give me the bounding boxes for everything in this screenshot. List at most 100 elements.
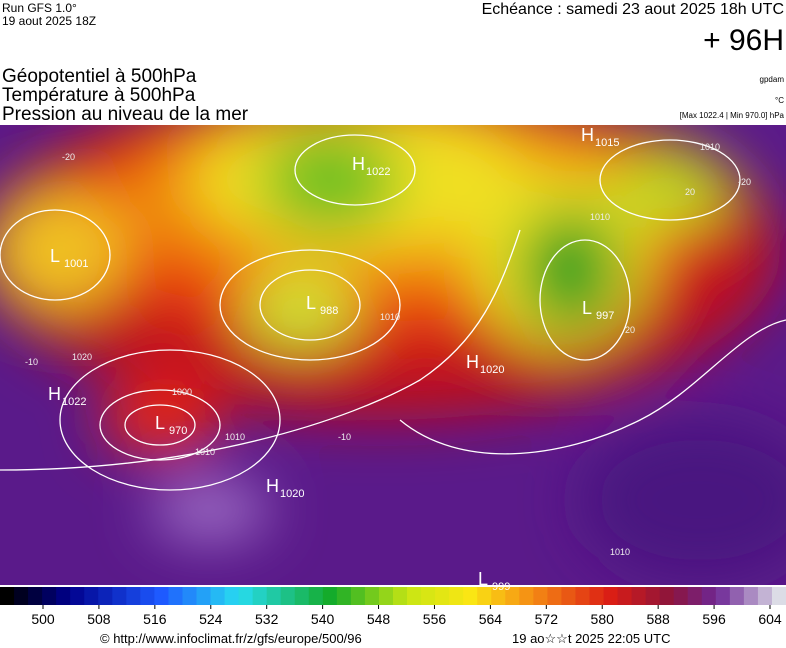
colorbar-swatch <box>238 587 254 605</box>
center-value: 1020 <box>280 488 304 500</box>
colorbar-swatch <box>98 587 113 605</box>
colorbar-swatch <box>505 587 520 605</box>
contour-label: 1010 <box>195 447 215 457</box>
colorbar-swatch <box>266 587 282 605</box>
colorbar-label: 604 <box>758 611 782 627</box>
colorbar-swatch <box>449 587 464 605</box>
center-value: 1020 <box>480 364 504 376</box>
colorbar-swatch <box>112 587 127 605</box>
colorbar-swatch <box>533 587 548 605</box>
colorbar-swatch <box>631 587 647 605</box>
contour-label: 20 <box>625 325 635 335</box>
colorbar-swatch <box>280 587 296 605</box>
colorbar-swatch <box>0 587 15 605</box>
colorbar-swatch <box>701 587 717 605</box>
colorbar-swatch <box>771 587 786 605</box>
colorbar-swatch <box>617 587 633 605</box>
colorbar-swatch <box>393 587 408 605</box>
unit: °C <box>775 96 784 105</box>
colorbar-swatch <box>126 587 141 605</box>
run-date: 19 aout 2025 18Z <box>2 14 96 28</box>
colorbar-swatch <box>421 587 436 605</box>
center-value: 970 <box>169 425 187 437</box>
colorbar-swatch <box>350 587 366 605</box>
center-type: H <box>352 154 365 174</box>
colorbar-swatch <box>28 587 43 605</box>
colorbar-swatch <box>743 587 759 605</box>
colorbar-swatch <box>729 587 745 605</box>
colorbar-swatch <box>687 587 703 605</box>
colorbar-swatch <box>645 587 661 605</box>
map <box>0 125 786 585</box>
run-label: Run GFS 1.0° <box>2 1 77 15</box>
colorbar-swatch <box>224 587 240 605</box>
colorbar-swatch <box>589 587 605 605</box>
colorbar-swatch <box>463 587 478 605</box>
colorbar-label: 508 <box>87 611 111 627</box>
colorbar-label: 564 <box>479 611 503 627</box>
center-type: L <box>50 246 60 266</box>
center-type: H <box>466 352 479 372</box>
center-value: 999 <box>492 581 510 593</box>
title: Géopotentiel à 500hPa <box>2 66 197 87</box>
generated: 19 ao☆☆t 2025 22:05 UTC <box>512 631 670 646</box>
colorbar-label: 548 <box>367 611 391 627</box>
colorbar-swatch <box>14 587 29 605</box>
colorbar-label: 556 <box>423 611 447 627</box>
colorbar-swatch <box>182 587 197 605</box>
center-value: 1015 <box>595 137 619 149</box>
center-value: 997 <box>596 310 614 322</box>
colorbar-swatch <box>547 587 562 605</box>
center-value: 1001 <box>64 258 88 270</box>
colorbar-swatch <box>42 587 57 605</box>
colorbar-label: 596 <box>702 611 726 627</box>
center-type: L <box>155 413 165 433</box>
lead-time: + 96H <box>703 24 784 57</box>
colorbar-swatch <box>659 587 675 605</box>
colorbar-swatch <box>140 587 155 605</box>
colorbar-swatch <box>322 587 338 605</box>
contour-label: -10 <box>25 357 38 367</box>
contour-label: 1020 <box>72 352 92 362</box>
echeance: Echéance : samedi 23 aout 2025 18h UTC <box>482 1 784 18</box>
center-type: H <box>581 125 594 145</box>
colorbar-swatch <box>154 587 169 605</box>
contour-label: -20 <box>62 152 75 162</box>
colorbar-swatch <box>364 587 380 605</box>
center-type: H <box>48 384 61 404</box>
title: Température à 500hPa <box>2 85 196 106</box>
contour-label: 1010 <box>590 212 610 222</box>
contour-label: 1010 <box>225 432 245 442</box>
colorbar-swatch <box>757 587 773 605</box>
colorbar-label: 540 <box>311 611 335 627</box>
colorbar-swatch <box>715 587 731 605</box>
colorbar-swatch <box>70 587 85 605</box>
colorbar-swatch <box>561 587 576 605</box>
unit: gpdam <box>760 75 785 84</box>
colorbar-label: 572 <box>535 611 559 627</box>
center-type: L <box>478 569 488 589</box>
colorbar-swatch <box>603 587 619 605</box>
colorbar-swatch <box>673 587 689 605</box>
colorbar-swatch <box>575 587 590 605</box>
contour-label: 1010 <box>380 312 400 322</box>
colorbar-swatch <box>519 587 534 605</box>
colorbar-swatch <box>435 587 450 605</box>
colorbar-swatch <box>491 587 506 605</box>
source: © http://www.infoclimat.fr/z/gfs/europe/… <box>100 631 362 646</box>
colorbar-swatch <box>210 587 226 605</box>
contour-label: -20 <box>738 177 751 187</box>
colorbar-swatch <box>407 587 422 605</box>
contour-label: 1010 <box>610 547 630 557</box>
colorbar-swatch <box>294 587 310 605</box>
colorbar-label: 500 <box>31 611 55 627</box>
colorbar-swatch <box>196 587 212 605</box>
contour-label: 1000 <box>172 387 192 397</box>
colorbar-label: 588 <box>646 611 670 627</box>
center-value: 1022 <box>366 166 390 178</box>
colorbar-swatch <box>56 587 71 605</box>
center-type: L <box>582 298 592 318</box>
center-type: L <box>306 293 316 313</box>
colorbar-swatch <box>336 587 352 605</box>
